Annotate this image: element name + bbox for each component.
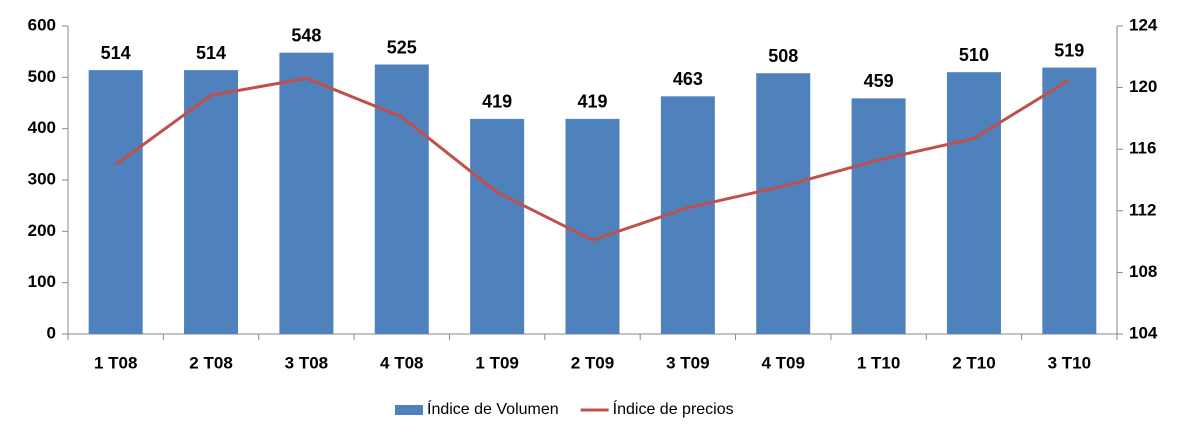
y2-tick-label: 124	[1129, 15, 1158, 34]
x-tick-label: 3 T09	[666, 353, 709, 372]
legend-swatch	[395, 405, 423, 415]
bar	[946, 72, 1001, 334]
bar	[1042, 67, 1097, 334]
bar-value-label: 519	[1054, 40, 1084, 60]
x-tick-label: 3 T10	[1048, 353, 1091, 372]
x-tick-label: 2 T10	[952, 353, 995, 372]
bar-value-label: 514	[101, 43, 131, 63]
bar-value-label: 459	[864, 71, 894, 91]
x-tick-label: 2 T09	[571, 353, 614, 372]
y-tick-label: 100	[28, 272, 56, 291]
y-tick-label: 0	[47, 323, 56, 342]
x-tick-label: 4 T08	[380, 353, 423, 372]
y-tick-label: 500	[28, 67, 56, 86]
bar-value-label: 419	[577, 92, 607, 112]
bar	[184, 70, 239, 334]
bar	[756, 73, 811, 334]
x-tick-label: 4 T09	[761, 353, 804, 372]
y-tick-label: 400	[28, 118, 56, 137]
bar-value-label: 525	[387, 37, 417, 57]
y2-tick-label: 104	[1129, 323, 1158, 342]
bar-value-label: 508	[768, 46, 798, 66]
y2-tick-label: 112	[1129, 200, 1156, 219]
x-tick-label: 3 T08	[285, 353, 328, 372]
bar	[279, 52, 334, 335]
y-tick-label: 200	[28, 221, 56, 240]
x-tick-label: 1 T09	[475, 353, 518, 372]
y-tick-label: 600	[28, 15, 56, 34]
bar-value-label: 548	[291, 25, 321, 45]
x-tick-label: 1 T08	[94, 353, 137, 372]
bar	[88, 70, 143, 334]
bar-value-label: 514	[196, 43, 226, 63]
bar	[470, 118, 525, 334]
y-tick-label: 300	[28, 169, 56, 188]
bar-value-label: 419	[482, 92, 512, 112]
line	[114, 76, 1071, 242]
x-tick-label: 2 T08	[189, 353, 232, 372]
y2-tick-label: 108	[1129, 262, 1157, 281]
legend-label: Índice de Volumen	[427, 399, 559, 418]
bar	[565, 118, 620, 334]
y2-tick-label: 116	[1129, 139, 1156, 158]
bar	[374, 64, 429, 334]
bar-value-label: 463	[673, 69, 703, 89]
bar	[851, 98, 906, 334]
y2-tick-label: 120	[1129, 77, 1157, 96]
bar-value-label: 510	[959, 45, 989, 65]
x-tick-label: 1 T10	[857, 353, 900, 372]
legend-label: Índice de precios	[613, 399, 734, 418]
